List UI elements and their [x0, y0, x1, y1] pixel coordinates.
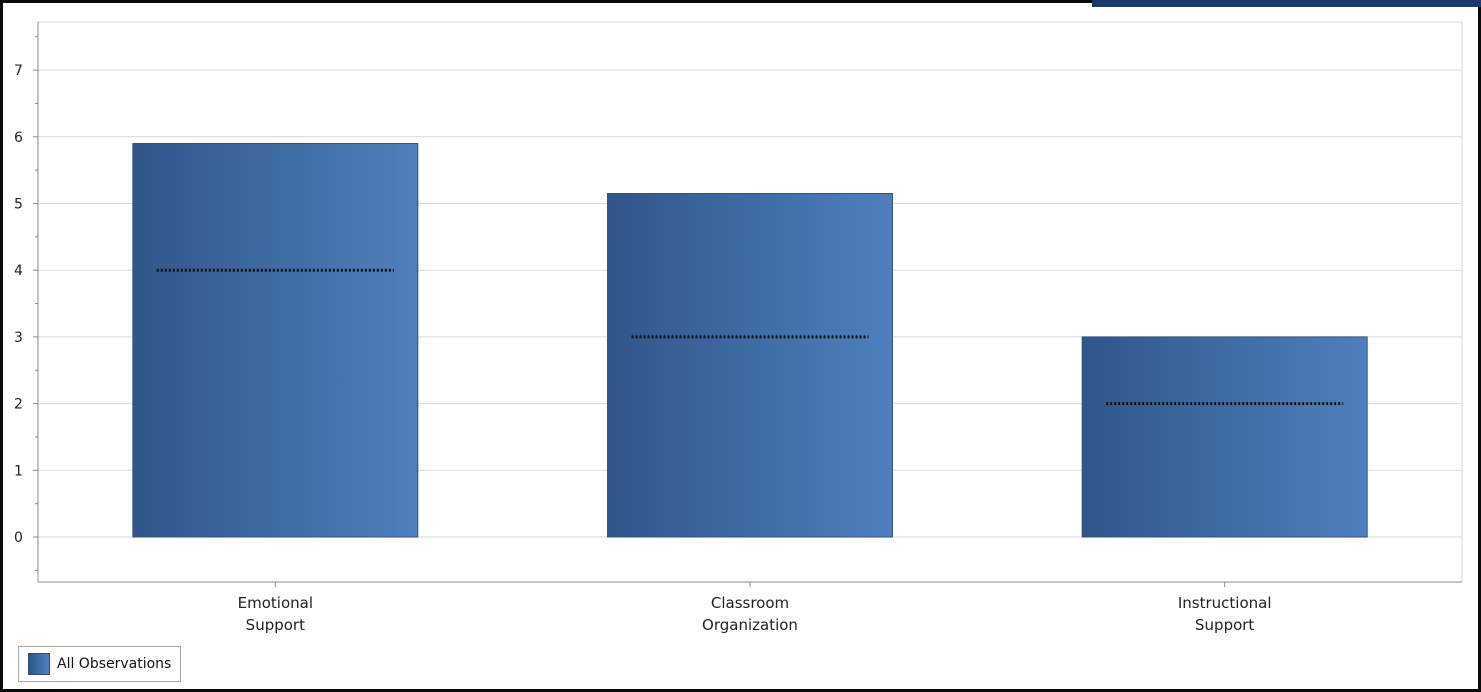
y-tick-label: 5 — [14, 197, 23, 213]
bars — [132, 142, 1368, 538]
y-tick-label: 0 — [14, 530, 23, 546]
corner-tab — [1092, 0, 1481, 7]
legend-swatch — [28, 653, 50, 675]
x-category-label: Emotional Support — [238, 594, 313, 634]
bar — [607, 192, 893, 538]
legend: All Observations — [18, 646, 182, 682]
bar — [1081, 336, 1368, 538]
y-tick-label: 3 — [14, 330, 23, 346]
y-tick-label: 1 — [14, 463, 23, 479]
y-tick-label: 6 — [14, 130, 23, 146]
axis-labels: 0 1 2 3 4 5 6 7 Emotional Support Classroom Organiz… — [14, 63, 1271, 634]
y-tick-label: 7 — [14, 63, 23, 79]
x-category-label: Instructional Support — [1178, 594, 1272, 634]
bar — [132, 142, 419, 538]
x-category-label: Classroom Organization — [702, 594, 798, 634]
legend-label: All Observations — [57, 656, 172, 672]
reference-lines — [156, 268, 1344, 406]
y-tick-label: 4 — [14, 263, 23, 279]
axes — [33, 22, 1462, 587]
y-tick-label: 2 — [14, 397, 23, 413]
